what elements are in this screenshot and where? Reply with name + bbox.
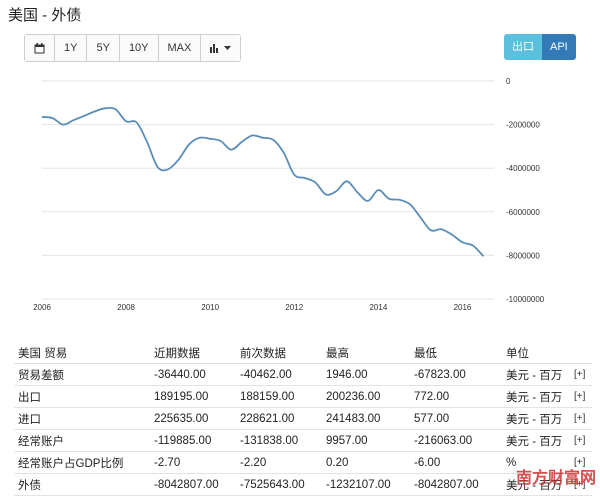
previous-value: -2.20 <box>236 451 322 474</box>
y-tick-label: -8000000 <box>506 251 540 260</box>
series-line <box>41 106 485 257</box>
range-5y-button[interactable]: 5Y <box>87 35 120 61</box>
expand-link[interactable]: [+] <box>570 407 592 430</box>
x-tick-label: 2010 <box>201 303 219 312</box>
header-latest: 近期数据 <box>150 342 236 364</box>
header-highest: 最高 <box>322 342 410 364</box>
highest-value: 241483.00 <box>322 407 410 430</box>
unit: 美元 - 百万 <box>502 385 570 408</box>
table-row: 进口 225635.00 228621.00 241483.00 577.00 … <box>14 407 592 430</box>
table-row: 外债 -8042807.00 -7525643.00 -1232107.00 -… <box>14 473 592 496</box>
header-previous: 前次数据 <box>236 342 322 364</box>
indicator-name[interactable]: 外债 <box>14 473 150 496</box>
api-button[interactable]: API <box>542 34 576 60</box>
header-indicator: 美国 贸易 <box>14 342 150 364</box>
unit: 美元 - 百万 <box>502 429 570 452</box>
latest-value: -2.70 <box>150 451 236 474</box>
expand-link[interactable]: [+] <box>570 385 592 408</box>
y-tick-label: -10000000 <box>506 295 545 304</box>
highest-value: 200236.00 <box>322 385 410 408</box>
previous-value: 188159.00 <box>236 385 322 408</box>
highest-value: -1232107.00 <box>322 473 410 496</box>
latest-value: -36440.00 <box>150 363 236 386</box>
highest-value: 0.20 <box>322 451 410 474</box>
latest-value: -8042807.00 <box>150 473 236 496</box>
chart-toolbar: 1Y 5Y 10Y MAX <box>24 34 242 62</box>
range-1y-button[interactable]: 1Y <box>55 35 88 61</box>
previous-value: 228621.00 <box>236 407 322 430</box>
lowest-value: -67823.00 <box>410 363 502 386</box>
table-row: 经常账户 -119885.00 -131838.00 9957.00 -2160… <box>14 429 592 452</box>
unit: 美元 - 百万 <box>502 407 570 430</box>
indicator-name[interactable]: 经常账户 <box>14 429 150 452</box>
indicator-name[interactable]: 经常账户占GDP比例 <box>14 451 150 474</box>
x-tick-label: 2008 <box>117 303 135 312</box>
header-unit: 单位 <box>502 342 570 364</box>
line-chart: 0 -2000000 -4000000 -6000000 -8000000 -100000… <box>33 77 545 312</box>
calendar-icon <box>34 42 45 53</box>
indicator-name[interactable]: 进口 <box>14 407 150 430</box>
bar-chart-icon <box>210 44 219 53</box>
range-max-button[interactable]: MAX <box>158 35 202 61</box>
export-button[interactable]: 出口 <box>504 34 542 60</box>
indicator-name[interactable]: 出口 <box>14 385 150 408</box>
expand-link[interactable]: [+] <box>570 429 592 452</box>
range-10y-button[interactable]: 10Y <box>119 35 159 61</box>
lowest-value: 577.00 <box>410 407 502 430</box>
chart-type-button[interactable] <box>201 35 241 61</box>
chart-grid <box>42 80 494 300</box>
x-tick-label: 2006 <box>33 303 51 312</box>
indicators-table: 美国 贸易 近期数据 前次数据 最高 最低 单位 贸易差额 -36440.00 … <box>14 342 592 496</box>
highest-value: 1946.00 <box>322 363 410 386</box>
latest-value: -119885.00 <box>150 429 236 452</box>
latest-value: 225635.00 <box>150 407 236 430</box>
calendar-button[interactable] <box>25 35 55 61</box>
unit: % <box>502 451 570 474</box>
lowest-value: -8042807.00 <box>410 473 502 496</box>
lowest-value: -216063.00 <box>410 429 502 452</box>
y-tick-label: -6000000 <box>506 208 540 217</box>
header-expand <box>570 342 592 364</box>
export-api-group: 出口 API <box>504 34 576 60</box>
previous-value: -40462.00 <box>236 363 322 386</box>
indicator-name[interactable]: 贸易差额 <box>14 363 150 386</box>
previous-value: -131838.00 <box>236 429 322 452</box>
y-tick-label: -2000000 <box>506 121 540 130</box>
latest-value: 189195.00 <box>150 385 236 408</box>
table-row: 经常账户占GDP比例 -2.70 -2.20 0.20 -6.00 % [+] <box>14 451 592 474</box>
table-row: 出口 189195.00 188159.00 200236.00 772.00 … <box>14 385 592 408</box>
unit: 美元 - 百万 <box>502 363 570 386</box>
page-title: 美国 - 外债 <box>8 7 82 24</box>
y-tick-label: -4000000 <box>506 164 540 173</box>
y-axis-labels: 0 -2000000 -4000000 -6000000 -8000000 -100000… <box>506 77 545 304</box>
lowest-value: -6.00 <box>410 451 502 474</box>
expand-link[interactable]: [+] <box>570 363 592 386</box>
header-lowest: 最低 <box>410 342 502 364</box>
highest-value: 9957.00 <box>322 429 410 452</box>
table-row: 贸易差额 -36440.00 -40462.00 1946.00 -67823.… <box>14 363 592 386</box>
table-header-row: 美国 贸易 近期数据 前次数据 最高 最低 单位 <box>14 342 592 364</box>
x-tick-label: 2014 <box>369 303 387 312</box>
lowest-value: 772.00 <box>410 385 502 408</box>
site-watermark: 南方财富网 <box>516 470 597 487</box>
x-tick-label: 2012 <box>285 303 303 312</box>
x-axis-labels: 2006 2008 2010 2012 2014 2016 <box>33 303 472 312</box>
x-tick-label: 2016 <box>454 303 472 312</box>
y-tick-label: 0 <box>506 77 511 86</box>
previous-value: -7525643.00 <box>236 473 322 496</box>
expand-link[interactable]: [+] <box>570 451 592 474</box>
caret-down-icon <box>224 45 232 50</box>
